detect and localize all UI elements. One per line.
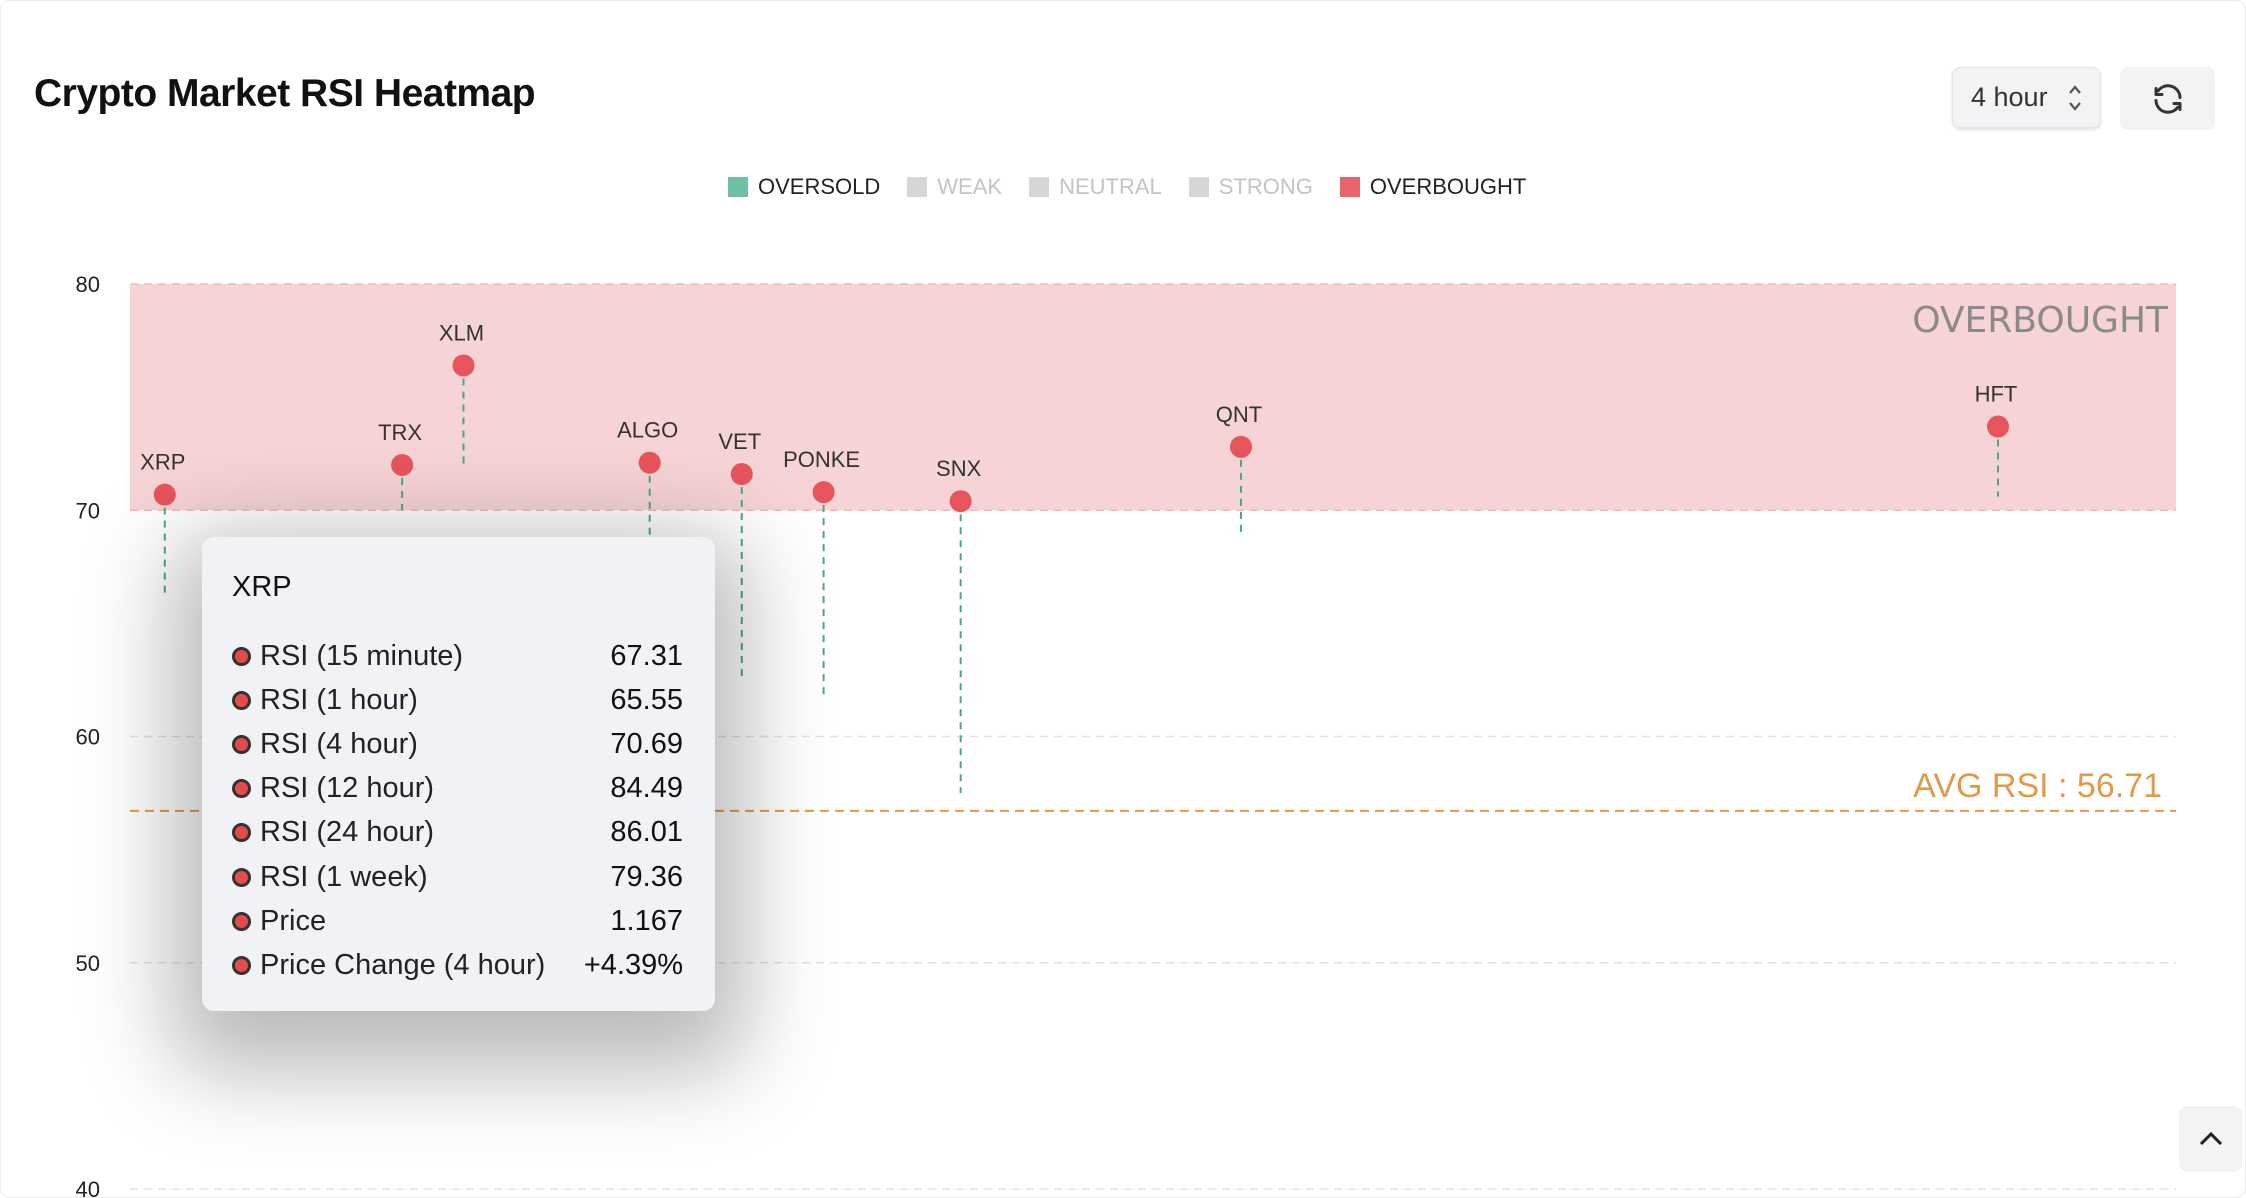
y-tick-label: 60	[76, 725, 100, 750]
tooltip-value: 79.36	[610, 860, 683, 893]
point-label: XRP	[140, 450, 185, 475]
tooltip-row: Price Change (4 hour) +4.39%	[232, 943, 683, 987]
data-point-snx	[949, 490, 972, 513]
legend-label: OVERSOLD	[758, 174, 881, 199]
tooltip-label: RSI (1 hour)	[260, 683, 418, 716]
tooltip-label: RSI (15 minute)	[260, 639, 464, 672]
y-tick-label: 70	[76, 498, 100, 523]
tooltip-value: 70.69	[610, 727, 683, 760]
tooltip-row: RSI (24 hour) 86.01	[232, 811, 683, 855]
tooltip-row: RSI (4 hour) 70.69	[232, 722, 683, 766]
legend-swatch	[1188, 177, 1209, 197]
point-label: QNT	[1216, 402, 1262, 427]
series-dot-icon	[232, 911, 251, 931]
legend-label: WEAK	[937, 174, 1003, 199]
tooltip-label: RSI (12 hour)	[260, 772, 435, 805]
refresh-icon	[2154, 83, 2181, 114]
series-dot-icon	[232, 955, 251, 975]
overbought-zone	[130, 284, 2176, 511]
timeframe-select[interactable]: 4 hour	[1952, 67, 2101, 128]
tooltip-label: RSI (4 hour)	[260, 727, 418, 760]
chevron-up-down-icon	[2069, 85, 2081, 111]
point-label: HFT	[1975, 382, 2018, 407]
data-point-xrp	[153, 483, 176, 506]
tooltip-value: 65.55	[610, 683, 683, 716]
point-label: VET	[718, 429, 761, 454]
legend-item-neutral[interactable]: NEUTRAL	[1029, 174, 1162, 200]
tooltip-value: +4.39%	[583, 948, 683, 981]
tooltip-row: RSI (12 hour) 84.49	[232, 767, 683, 811]
legend-label: STRONG	[1218, 174, 1313, 199]
timeframe-value: 4 hour	[1971, 82, 2048, 112]
tooltip-label: Price	[260, 904, 327, 937]
chart-legend: OVERSOLD WEAK NEUTRAL STRONG OVERBOUGHT	[728, 174, 1526, 200]
data-point-hft	[1986, 415, 2009, 438]
y-tick-label: 80	[76, 272, 100, 297]
refresh-button[interactable]	[2120, 67, 2215, 130]
y-tick-label: 50	[76, 951, 100, 976]
tooltip-value: 1.167	[610, 904, 683, 937]
data-point-vet	[730, 463, 753, 486]
tooltip-value: 67.31	[610, 639, 683, 672]
data-point-xlm	[452, 354, 475, 377]
tooltip-title: XRP	[232, 571, 292, 603]
average-label: AVG RSI : 56.71	[1913, 767, 2162, 805]
series-dot-icon	[232, 867, 251, 887]
data-point-ponke	[812, 481, 835, 504]
tooltip: XRP RSI (15 minute) 67.31 RSI (1 hour) 65.5…	[202, 537, 715, 1011]
legend-swatch	[907, 177, 928, 197]
tooltip-label: RSI (1 week)	[260, 860, 428, 893]
point-label: XLM	[439, 320, 484, 345]
point-label: ALGO	[617, 418, 678, 443]
point-label: PONKE	[783, 447, 860, 472]
series-dot-icon	[232, 734, 251, 754]
legend-item-weak[interactable]: WEAK	[907, 174, 1002, 200]
legend-swatch	[728, 177, 748, 197]
scroll-to-top-button[interactable]	[2179, 1106, 2242, 1172]
legend-label: OVERBOUGHT	[1369, 174, 1527, 199]
data-point-algo	[638, 451, 661, 474]
legend-swatch	[1029, 177, 1050, 197]
data-point-qnt	[1229, 435, 1252, 458]
tooltip-row: RSI (15 minute) 67.31	[232, 634, 683, 678]
series-dot-icon	[232, 823, 251, 843]
series-dot-icon	[232, 779, 251, 799]
y-tick-label: 40	[76, 1177, 100, 1198]
page-title: Crypto Market RSI Heatmap	[34, 72, 536, 115]
tooltip-row: RSI (1 hour) 65.55	[232, 678, 683, 722]
series-dot-icon	[232, 646, 251, 666]
legend-swatch	[1339, 177, 1360, 197]
point-label: TRX	[378, 420, 422, 445]
tooltip-row: Price 1.167	[232, 899, 683, 943]
legend-item-oversold[interactable]: OVERSOLD	[728, 174, 880, 200]
legend-item-strong[interactable]: STRONG	[1188, 174, 1313, 200]
tooltip-label: RSI (24 hour)	[260, 816, 435, 849]
chevron-up-icon	[2199, 1131, 2222, 1146]
series-dot-icon	[232, 690, 251, 710]
point-label: SNX	[936, 456, 982, 481]
legend-label: NEUTRAL	[1059, 174, 1162, 199]
tooltip-value: 86.01	[610, 816, 683, 849]
tooltip-row: RSI (1 week) 79.36	[232, 855, 683, 899]
legend-item-overbought[interactable]: OVERBOUGHT	[1339, 174, 1527, 200]
tooltip-label: Price Change (4 hour)	[260, 948, 546, 981]
data-point-trx	[391, 454, 414, 476]
tooltip-value: 84.49	[610, 772, 683, 805]
zone-label: OVERBOUGHT	[1912, 300, 2169, 341]
